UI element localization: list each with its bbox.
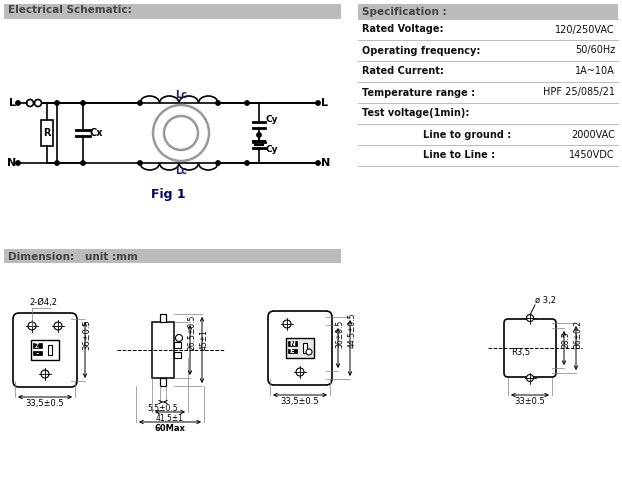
- Circle shape: [216, 101, 220, 105]
- Text: 2-Ø4,2: 2-Ø4,2: [29, 298, 57, 307]
- Circle shape: [27, 99, 34, 106]
- Bar: [174, 342, 181, 348]
- Text: N: N: [321, 158, 330, 168]
- Bar: [48, 345, 52, 355]
- Text: Rated Voltage:: Rated Voltage:: [362, 24, 443, 34]
- Circle shape: [283, 320, 291, 328]
- Text: 33,5±0.5: 33,5±0.5: [281, 397, 319, 406]
- Text: Cx: Cx: [90, 128, 103, 138]
- Text: N: N: [289, 340, 295, 346]
- Text: N: N: [7, 158, 16, 168]
- Text: 60Max: 60Max: [154, 424, 185, 433]
- Text: 1450VDC: 1450VDC: [569, 151, 615, 161]
- Bar: [33, 351, 42, 355]
- Text: HPF 25/085/21: HPF 25/085/21: [543, 87, 615, 97]
- Circle shape: [257, 133, 261, 137]
- Text: Lc: Lc: [175, 166, 187, 176]
- Circle shape: [138, 161, 142, 165]
- Text: Cy: Cy: [265, 146, 277, 155]
- Bar: [303, 343, 307, 353]
- Circle shape: [526, 315, 534, 322]
- Text: Dimension:   unit :mm: Dimension: unit :mm: [8, 252, 138, 262]
- Circle shape: [16, 101, 20, 105]
- Text: 45±1: 45±1: [200, 329, 208, 350]
- Circle shape: [54, 322, 62, 330]
- Text: Operating frequency:: Operating frequency:: [362, 46, 480, 56]
- Text: L: L: [9, 98, 16, 108]
- Text: 2000VAC: 2000VAC: [571, 130, 615, 140]
- Text: 120/250VAC: 120/250VAC: [555, 24, 615, 34]
- Text: Line to Line :: Line to Line :: [423, 151, 495, 161]
- Circle shape: [28, 322, 36, 330]
- Text: 36±0.5: 36±0.5: [335, 320, 345, 348]
- Text: 33,5±0.5: 33,5±0.5: [26, 399, 64, 408]
- Circle shape: [34, 99, 42, 106]
- Text: Fig 1: Fig 1: [151, 188, 185, 201]
- Text: 36±0.5: 36±0.5: [83, 319, 91, 350]
- Text: Test voltage(1min):: Test voltage(1min):: [362, 108, 470, 118]
- Bar: [33, 343, 42, 348]
- Text: Lc: Lc: [175, 90, 187, 100]
- Text: Line to ground :: Line to ground :: [423, 130, 511, 140]
- Bar: [160, 314, 166, 322]
- Bar: [41, 120, 53, 146]
- Text: Temperature range :: Temperature range :: [362, 87, 475, 97]
- Text: 36±0.2: 36±0.2: [573, 320, 582, 348]
- Circle shape: [245, 161, 249, 165]
- Circle shape: [296, 368, 304, 376]
- Circle shape: [245, 101, 249, 105]
- Text: Cy: Cy: [265, 114, 277, 123]
- Bar: [160, 378, 166, 386]
- Circle shape: [16, 161, 20, 165]
- Bar: [152, 322, 174, 378]
- Text: 1A~10A: 1A~10A: [575, 67, 615, 77]
- Bar: [286, 338, 314, 358]
- FancyBboxPatch shape: [268, 311, 332, 385]
- Text: ø 3,2: ø 3,2: [535, 296, 556, 305]
- Text: 5,5±0.5: 5,5±0.5: [147, 404, 179, 413]
- Text: -: -: [35, 348, 39, 358]
- Bar: [358, 4, 618, 19]
- Text: R3,5: R3,5: [511, 348, 530, 357]
- Circle shape: [41, 370, 49, 378]
- Text: Rated Current:: Rated Current:: [362, 67, 444, 77]
- Text: 33±0.5: 33±0.5: [514, 397, 545, 406]
- FancyBboxPatch shape: [504, 319, 556, 377]
- Circle shape: [55, 161, 59, 165]
- Circle shape: [138, 101, 142, 105]
- Text: Electrical Schematic:: Electrical Schematic:: [8, 5, 132, 15]
- Text: 44.5±0.5: 44.5±0.5: [348, 313, 356, 348]
- Circle shape: [164, 116, 198, 150]
- Text: 50/60Hz: 50/60Hz: [575, 46, 615, 56]
- Circle shape: [81, 101, 85, 105]
- Circle shape: [316, 101, 320, 105]
- Circle shape: [216, 161, 220, 165]
- Text: 41.5±1: 41.5±1: [156, 414, 184, 423]
- Text: R: R: [44, 128, 51, 138]
- Circle shape: [526, 375, 534, 382]
- Text: 28.5: 28.5: [562, 331, 570, 348]
- Circle shape: [306, 349, 312, 355]
- Circle shape: [81, 161, 85, 165]
- Bar: [4, 249, 341, 263]
- Bar: [31, 340, 59, 360]
- Circle shape: [175, 334, 182, 341]
- Text: L: L: [321, 98, 328, 108]
- Bar: [4, 4, 341, 19]
- Text: E: E: [290, 348, 294, 354]
- Text: 26.5±0.5: 26.5±0.5: [187, 315, 197, 350]
- Bar: [174, 352, 181, 358]
- Text: z: z: [35, 341, 39, 350]
- Circle shape: [55, 101, 59, 105]
- FancyBboxPatch shape: [13, 313, 77, 387]
- Bar: [288, 341, 297, 346]
- Text: Specification :: Specification :: [362, 7, 447, 17]
- Circle shape: [316, 161, 320, 165]
- Bar: [288, 349, 297, 353]
